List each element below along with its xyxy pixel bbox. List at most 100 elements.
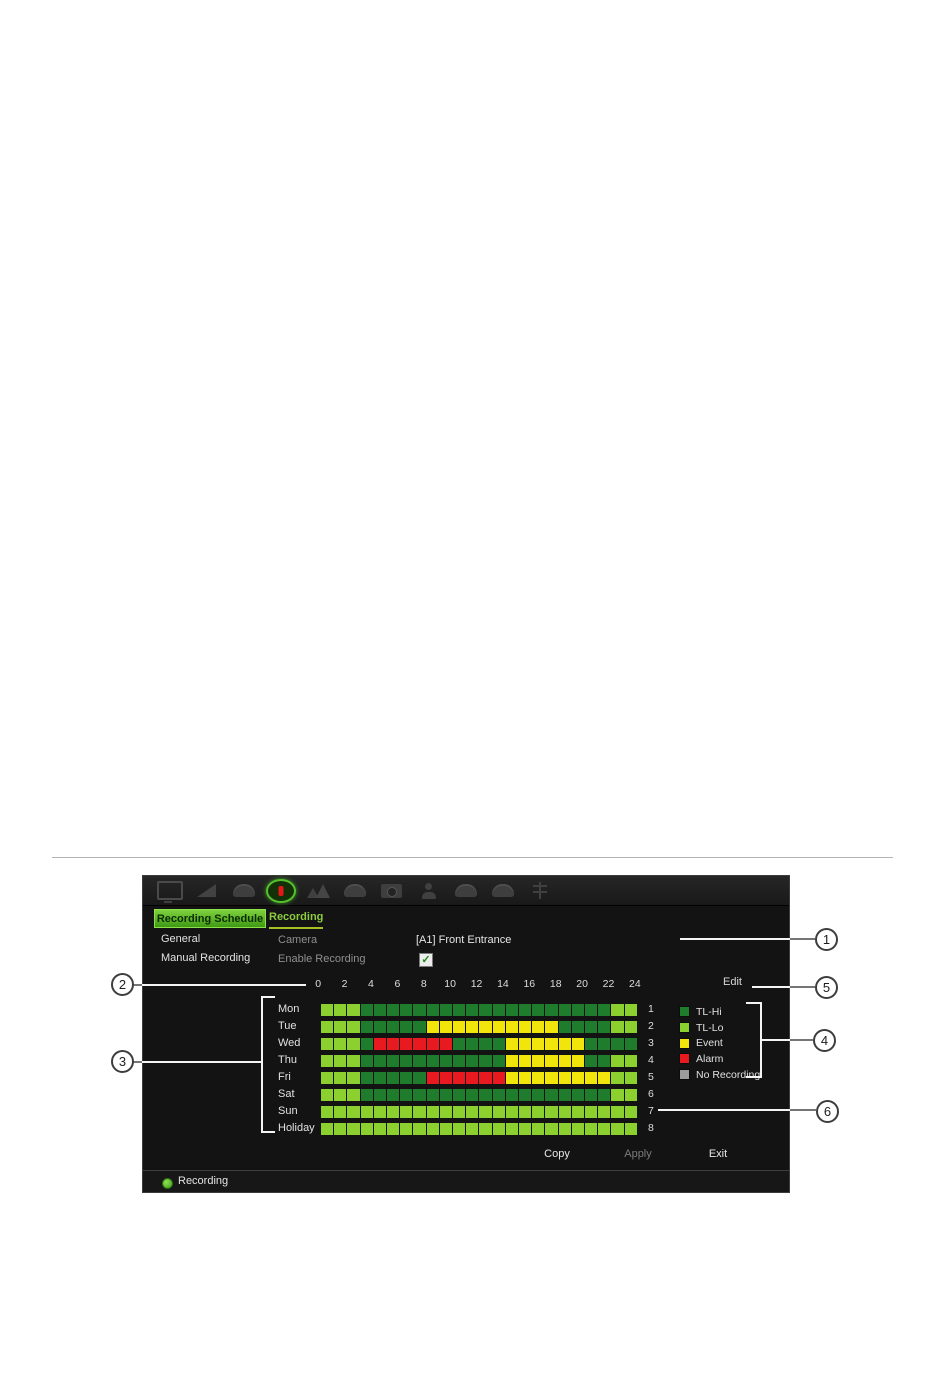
schedule-cell[interactable] — [585, 1004, 598, 1016]
schedule-cell[interactable] — [505, 1123, 519, 1135]
schedule-cell[interactable] — [347, 1038, 360, 1050]
schedule-cell[interactable] — [321, 1038, 334, 1050]
schedule-cell[interactable] — [532, 1055, 545, 1067]
schedule-cell[interactable] — [505, 1072, 519, 1084]
schedule-cell[interactable] — [505, 1089, 519, 1101]
schedule-cell[interactable] — [439, 1021, 453, 1033]
schedule-cell[interactable] — [466, 1072, 479, 1084]
display-icon[interactable] — [156, 881, 183, 903]
schedule-cell[interactable] — [466, 1123, 479, 1135]
schedule-cell[interactable] — [519, 1123, 532, 1135]
schedule-cell[interactable] — [387, 1106, 400, 1118]
schedule-cell[interactable] — [426, 1004, 439, 1016]
schedule-cell[interactable] — [598, 1089, 611, 1101]
sidebar-item-manual-recording[interactable]: Manual Recording — [161, 952, 251, 964]
schedule-cell[interactable] — [453, 1072, 466, 1084]
schedule-cell[interactable] — [571, 1004, 585, 1016]
schedule-cell[interactable] — [400, 1123, 413, 1135]
schedule-cell[interactable] — [558, 1038, 571, 1050]
schedule-cell[interactable] — [558, 1055, 571, 1067]
schedule-cell[interactable] — [321, 1055, 334, 1067]
schedule-cell[interactable] — [466, 1038, 479, 1050]
schedule-cell[interactable] — [373, 1089, 387, 1101]
schedule-cell[interactable] — [598, 1038, 611, 1050]
schedule-cell[interactable] — [558, 1021, 571, 1033]
schedule-cell[interactable] — [611, 1055, 624, 1067]
schedule-cell[interactable] — [558, 1123, 571, 1135]
schedule-cell[interactable] — [585, 1072, 598, 1084]
system-icon[interactable] — [491, 884, 514, 897]
schedule-cell[interactable] — [334, 1089, 347, 1101]
schedule-cell[interactable] — [347, 1123, 360, 1135]
schedule-cell[interactable] — [492, 1089, 505, 1101]
schedule-cell[interactable] — [545, 1089, 558, 1101]
schedule-cell[interactable] — [426, 1021, 439, 1033]
schedule-cell[interactable] — [373, 1123, 387, 1135]
schedule-cell[interactable] — [532, 1106, 545, 1118]
schedule-cell[interactable] — [479, 1123, 492, 1135]
tab-recording[interactable]: Recording — [269, 911, 324, 929]
schedule-cell[interactable] — [334, 1072, 347, 1084]
enable-recording-checkbox[interactable]: ✓ — [419, 953, 433, 967]
schedule-cell[interactable] — [321, 1072, 334, 1084]
schedule-cell[interactable] — [400, 1106, 413, 1118]
schedule-cell[interactable] — [611, 1072, 624, 1084]
schedule-cell[interactable] — [571, 1072, 585, 1084]
schedule-cell[interactable] — [611, 1089, 624, 1101]
schedule-cell[interactable] — [532, 1072, 545, 1084]
schedule-cell[interactable] — [624, 1004, 637, 1016]
schedule-cell[interactable] — [347, 1055, 360, 1067]
camera-setup-icon[interactable] — [381, 883, 402, 898]
schedule-cell[interactable] — [571, 1038, 585, 1050]
schedule-cell[interactable] — [321, 1106, 334, 1118]
schedule-cell[interactable] — [532, 1089, 545, 1101]
schedule-cell[interactable] — [453, 1021, 466, 1033]
schedule-cell[interactable] — [519, 1004, 532, 1016]
schedule-cell[interactable] — [545, 1021, 558, 1033]
schedule-cell[interactable] — [571, 1021, 585, 1033]
schedule-cell[interactable] — [413, 1038, 426, 1050]
schedule-cell[interactable] — [413, 1055, 426, 1067]
schedule-cell[interactable] — [598, 1072, 611, 1084]
schedule-cell[interactable] — [321, 1123, 334, 1135]
schedule-cell[interactable] — [624, 1055, 637, 1067]
user-icon[interactable] — [421, 882, 437, 899]
schedule-cell[interactable] — [321, 1021, 334, 1033]
schedule-cell[interactable] — [400, 1055, 413, 1067]
schedule-cell[interactable] — [387, 1021, 400, 1033]
schedule-cell[interactable] — [624, 1089, 637, 1101]
schedule-cell[interactable] — [492, 1106, 505, 1118]
schedule-cell[interactable] — [571, 1123, 585, 1135]
ptz-icon[interactable] — [343, 884, 366, 897]
schedule-cell[interactable] — [479, 1106, 492, 1118]
schedule-cell[interactable] — [413, 1123, 426, 1135]
schedule-cell[interactable] — [624, 1123, 637, 1135]
schedule-cell[interactable] — [387, 1089, 400, 1101]
schedule-cell[interactable] — [439, 1123, 453, 1135]
schedule-cell[interactable] — [334, 1055, 347, 1067]
schedule-cell[interactable] — [453, 1055, 466, 1067]
schedule-cell[interactable] — [360, 1072, 373, 1084]
schedule-cell[interactable] — [545, 1038, 558, 1050]
schedule-cell[interactable] — [453, 1089, 466, 1101]
schedule-cell[interactable] — [466, 1004, 479, 1016]
schedule-cell[interactable] — [413, 1089, 426, 1101]
schedule-cell[interactable] — [439, 1089, 453, 1101]
schedule-cell[interactable] — [426, 1072, 439, 1084]
schedule-cell[interactable] — [466, 1021, 479, 1033]
schedule-cell[interactable] — [439, 1106, 453, 1118]
schedule-cell[interactable] — [519, 1106, 532, 1118]
schedule-cell[interactable] — [466, 1106, 479, 1118]
schedule-cell[interactable] — [466, 1055, 479, 1067]
schedule-cell[interactable] — [545, 1123, 558, 1135]
schedule-cell[interactable] — [439, 1004, 453, 1016]
schedule-cell[interactable] — [598, 1004, 611, 1016]
schedule-cell[interactable] — [519, 1089, 532, 1101]
schedule-cell[interactable] — [585, 1038, 598, 1050]
schedule-cell[interactable] — [624, 1021, 637, 1033]
schedule-cell[interactable] — [492, 1123, 505, 1135]
schedule-cell[interactable] — [585, 1106, 598, 1118]
schedule-cell[interactable] — [387, 1072, 400, 1084]
schedule-cell[interactable] — [519, 1055, 532, 1067]
schedule-cell[interactable] — [585, 1021, 598, 1033]
